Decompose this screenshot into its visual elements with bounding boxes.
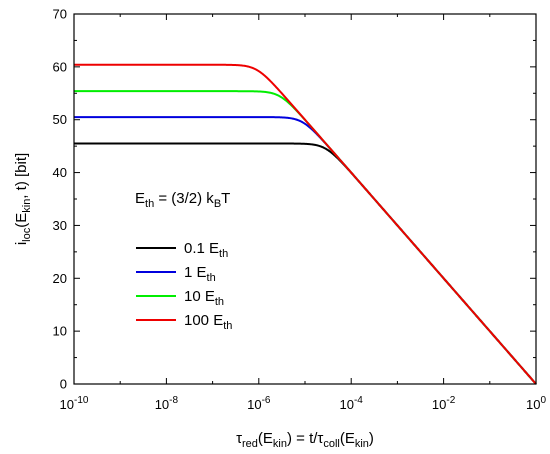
series-line-1 bbox=[74, 116, 537, 385]
x-axis-title: τred(Ekin) = t/τcoll(Ekin) bbox=[236, 430, 374, 450]
y-tick-label-7: 70 bbox=[53, 7, 67, 22]
x-tick-label-5: 100 bbox=[526, 395, 546, 412]
y-tick-labels: 0 10 20 30 40 50 60 70 bbox=[53, 7, 67, 392]
y-axis-title: iloc(Ekin, t) [bit] bbox=[13, 153, 33, 245]
x-tick-label-3: 10-4 bbox=[340, 395, 364, 412]
x-tick-label-2: 10-6 bbox=[247, 395, 271, 412]
y-tick-label-1: 10 bbox=[53, 324, 67, 339]
y-tick-label-2: 20 bbox=[53, 271, 67, 286]
y-tick-label-5: 50 bbox=[53, 112, 67, 127]
series-line-2 bbox=[74, 90, 537, 385]
annotation: Eth = (3/2) kBT bbox=[135, 190, 230, 210]
y-tick-label-4: 40 bbox=[53, 165, 67, 180]
legend: 0.1 Eth 1 Eth 10 Eth 100 Eth bbox=[136, 240, 232, 332]
series-line-0 bbox=[74, 142, 537, 385]
y-tick-label-6: 60 bbox=[53, 59, 67, 74]
x-tick-labels: 10-10 10-8 10-6 10-4 10-2 100 bbox=[60, 395, 547, 412]
y-tick-label-3: 30 bbox=[53, 218, 67, 233]
legend-label-3: 100 Eth bbox=[184, 312, 232, 332]
legend-label-0: 0.1 Eth bbox=[184, 240, 228, 260]
x-tick-label-0: 10-10 bbox=[60, 395, 89, 412]
legend-label-1: 1 Eth bbox=[184, 264, 216, 284]
x-tick-label-1: 10-8 bbox=[155, 395, 179, 412]
y-tick-label-0: 0 bbox=[60, 377, 67, 392]
x-tick-label-4: 10-2 bbox=[432, 395, 456, 412]
series-line-3 bbox=[74, 63, 537, 385]
legend-label-2: 10 Eth bbox=[184, 288, 224, 308]
series-layer bbox=[74, 63, 537, 385]
ticks-layer bbox=[73, 13, 537, 385]
